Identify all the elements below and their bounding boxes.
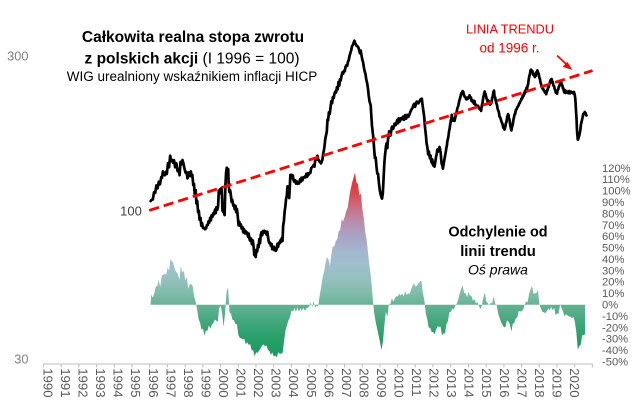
svg-text:110%: 110% (602, 174, 630, 186)
svg-text:Odchylenie od: Odchylenie od (448, 225, 547, 241)
svg-text:1993: 1993 (93, 368, 108, 397)
svg-text:80%: 80% (602, 208, 624, 220)
svg-text:-20%: -20% (602, 322, 628, 334)
svg-text:50%: 50% (602, 243, 624, 255)
svg-text:90%: 90% (602, 197, 624, 209)
svg-text:z polskich akcji (I 1996 = 100: z polskich akcji (I 1996 = 100) (85, 51, 300, 68)
svg-text:2002: 2002 (251, 368, 266, 397)
svg-text:100: 100 (120, 204, 142, 219)
svg-text:120%: 120% (602, 163, 631, 175)
svg-text:1997: 1997 (163, 368, 178, 397)
svg-text:2003: 2003 (269, 368, 284, 397)
svg-text:LINIA TRENDU: LINIA TRENDU (466, 22, 554, 37)
svg-text:0%: 0% (602, 300, 618, 312)
svg-text:1991: 1991 (58, 368, 73, 397)
svg-text:300: 300 (7, 49, 28, 64)
svg-text:2016: 2016 (497, 368, 512, 397)
svg-text:1992: 1992 (76, 368, 91, 397)
svg-text:2017: 2017 (514, 368, 529, 397)
svg-text:Całkowita realna stopa zwrotu: Całkowita realna stopa zwrotu (82, 29, 304, 46)
svg-text:1994: 1994 (111, 368, 126, 397)
svg-text:2014: 2014 (462, 368, 477, 397)
svg-text:2009: 2009 (374, 368, 389, 397)
svg-text:40%: 40% (602, 254, 624, 266)
svg-text:2012: 2012 (427, 368, 442, 397)
svg-text:60%: 60% (602, 231, 624, 243)
svg-text:2001: 2001 (234, 368, 249, 397)
svg-text:WIG urealniony wskaźnikiem inf: WIG urealniony wskaźnikiem inflacji HICP (67, 69, 318, 84)
svg-text:2008: 2008 (356, 368, 371, 397)
svg-text:1996: 1996 (146, 368, 161, 397)
svg-text:2011: 2011 (409, 368, 424, 396)
svg-text:2020: 2020 (567, 368, 582, 397)
svg-text:100%: 100% (602, 186, 631, 198)
svg-text:70%: 70% (602, 220, 624, 232)
svg-text:2006: 2006 (321, 368, 336, 397)
svg-text:2013: 2013 (444, 368, 459, 397)
svg-text:30: 30 (14, 351, 28, 366)
svg-text:30%: 30% (602, 265, 624, 277)
svg-text:2004: 2004 (286, 368, 301, 397)
svg-text:2018: 2018 (532, 368, 547, 397)
svg-text:-30%: -30% (602, 334, 628, 346)
svg-text:2000: 2000 (216, 368, 231, 397)
svg-text:2015: 2015 (479, 368, 494, 397)
svg-text:1998: 1998 (181, 368, 196, 397)
svg-text:2019: 2019 (550, 368, 565, 397)
svg-text:Oś prawa: Oś prawa (468, 262, 528, 278)
svg-text:2010: 2010 (392, 368, 407, 397)
svg-text:-50%: -50% (602, 356, 628, 368)
svg-text:10%: 10% (602, 288, 624, 300)
svg-text:od 1996 r.: od 1996 r. (479, 41, 539, 56)
svg-text:-10%: -10% (602, 311, 628, 323)
svg-text:1995: 1995 (128, 368, 143, 397)
svg-text:2007: 2007 (339, 368, 354, 397)
svg-text:2005: 2005 (304, 368, 319, 397)
svg-text:1990: 1990 (41, 368, 56, 397)
svg-text:linii trendu: linii trendu (460, 244, 536, 260)
svg-text:20%: 20% (602, 277, 624, 289)
svg-text:1999: 1999 (199, 368, 214, 397)
svg-text:-40%: -40% (602, 345, 628, 357)
